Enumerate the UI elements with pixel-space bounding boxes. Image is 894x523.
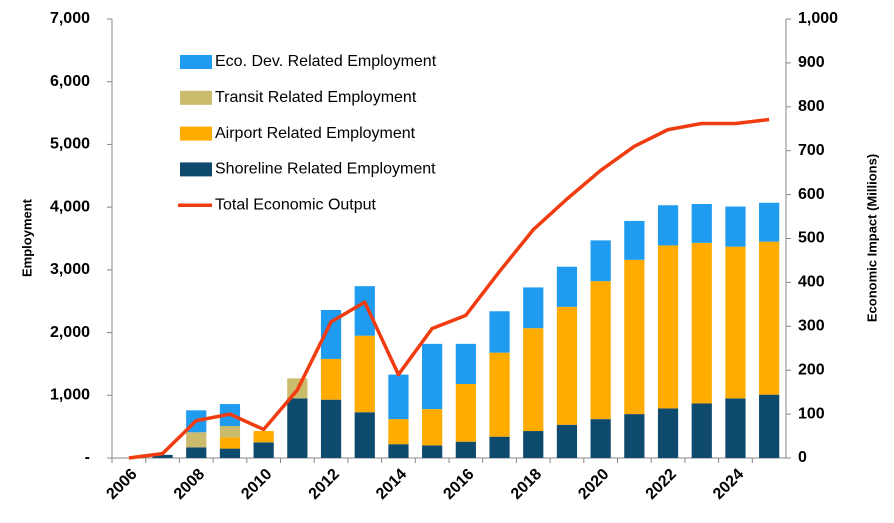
- bar: [657, 408, 679, 458]
- bar: [422, 409, 443, 446]
- legend-label: Airport Related Employment: [215, 125, 416, 142]
- bar: [186, 432, 207, 448]
- bar: [219, 426, 241, 438]
- x-tick-label: 2010: [238, 466, 275, 503]
- bar: [489, 311, 510, 353]
- legend-label: Transit Related Employment: [215, 89, 417, 106]
- y2-tick-label: 100: [798, 405, 825, 422]
- bar: [253, 442, 274, 458]
- legend-label: Total Economic Output: [215, 196, 377, 213]
- x-tick-label: 2008: [171, 466, 208, 503]
- x-tick-label: 2006: [103, 466, 140, 503]
- bar: [320, 358, 342, 400]
- y-tick-label: 3,000: [50, 261, 90, 278]
- bar: [759, 241, 780, 395]
- y2-tick-label: 600: [798, 186, 825, 203]
- bar: [219, 448, 241, 458]
- bar: [691, 242, 712, 404]
- bar: [388, 444, 409, 458]
- y2-tick-label: 700: [798, 142, 825, 159]
- bar: [186, 447, 207, 458]
- bar: [320, 399, 342, 458]
- bar: [725, 206, 746, 247]
- y2-tick-label: 900: [798, 54, 825, 71]
- y-tick-label: 1,000: [50, 387, 90, 404]
- line: [128, 117, 770, 460]
- x-tick-label: 2020: [575, 466, 612, 503]
- bar: [590, 419, 611, 458]
- x-tick-label: 2012: [306, 466, 343, 503]
- y2-tick-label: 0: [798, 449, 807, 466]
- y2-tick-label: 500: [798, 230, 825, 247]
- legend-swatch: [180, 162, 212, 177]
- bar: [388, 419, 409, 445]
- bar: [624, 220, 645, 260]
- y2-tick-label: 400: [798, 274, 825, 291]
- y-tick-label: 2,000: [50, 324, 90, 341]
- bar: [759, 394, 780, 458]
- bar: [489, 352, 510, 437]
- y2-tick-label: 800: [798, 98, 825, 115]
- bar: [590, 240, 611, 282]
- legend-swatch: [180, 55, 212, 69]
- bar: [657, 205, 679, 246]
- bar: [152, 454, 173, 458]
- bar: [354, 286, 375, 336]
- bar: [422, 343, 443, 410]
- x-tick-label: 2022: [643, 466, 680, 503]
- y-tick-label: 6,000: [50, 73, 90, 90]
- bar: [388, 374, 409, 420]
- bar: [624, 259, 645, 415]
- bar: [556, 306, 578, 425]
- bar: [523, 431, 544, 458]
- bar: [725, 398, 746, 458]
- bar: [354, 412, 375, 458]
- bar: [556, 266, 578, 307]
- y-tick-label: 5,000: [50, 136, 90, 153]
- bar: [287, 398, 308, 458]
- y-tick-label: -: [85, 449, 90, 466]
- bar: [489, 436, 510, 458]
- bar: [624, 414, 645, 458]
- y2-tick-label: 300: [798, 318, 825, 335]
- bar: [523, 328, 544, 432]
- bar: [691, 403, 712, 458]
- legend-label: Eco. Dev. Related Employment: [215, 53, 437, 70]
- legend-swatch: [180, 126, 212, 141]
- bar: [590, 281, 611, 420]
- bar: [725, 246, 746, 399]
- y-axis-title: Employment: [19, 198, 34, 277]
- y2-tick-label: 1,000: [798, 10, 838, 27]
- x-tick-label: 2018: [508, 466, 545, 503]
- bar: [422, 445, 443, 458]
- y-tick-label: 7,000: [50, 10, 90, 27]
- bar: [455, 383, 476, 442]
- bar: [657, 245, 679, 409]
- bar: [455, 441, 476, 458]
- x-tick-label: 2014: [373, 466, 410, 503]
- bar: [455, 343, 476, 384]
- bar: [759, 202, 780, 242]
- x-tick-label: 2016: [440, 466, 477, 503]
- bar: [354, 335, 375, 413]
- bar: [523, 287, 544, 329]
- legend-label: Shoreline Related Employment: [215, 161, 436, 178]
- bar: [253, 431, 274, 443]
- y-tick-label: 4,000: [50, 198, 90, 215]
- bar: [691, 204, 712, 243]
- bar: [320, 309, 342, 359]
- y2-tick-label: 200: [798, 361, 825, 378]
- y2-axis-title: Economic Impact (Millions): [864, 154, 879, 322]
- bar: [556, 424, 578, 458]
- x-tick-label: 2024: [710, 466, 747, 503]
- bar: [219, 437, 241, 449]
- legend-swatch: [180, 90, 212, 105]
